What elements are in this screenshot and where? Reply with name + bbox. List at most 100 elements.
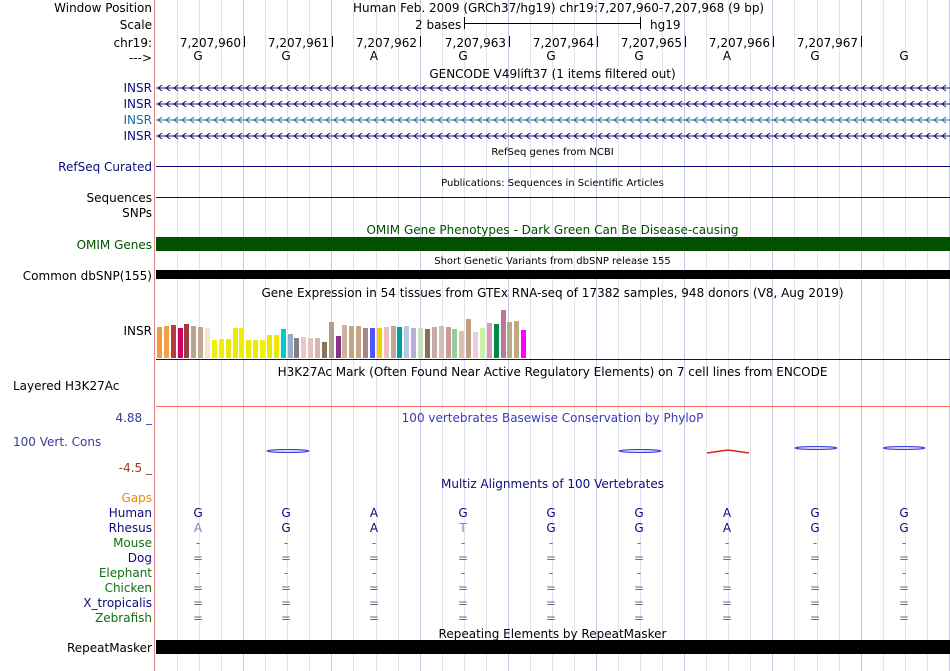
gtex-tissue-bar[interactable]: [178, 328, 183, 358]
h3k27ac-signal-line[interactable]: [156, 406, 950, 407]
grid-line: [794, 0, 795, 671]
gtex-tissue-bar[interactable]: [501, 310, 506, 358]
gtex-tissue-bar[interactable]: [487, 323, 492, 358]
gtex-tissue-bar[interactable]: [473, 332, 478, 358]
ruler-position: 7,207,963: [444, 36, 506, 50]
gtex-tissue-bar[interactable]: [370, 328, 375, 358]
gencode-transcript[interactable]: [156, 84, 950, 92]
refseq-track-line[interactable]: [156, 166, 950, 167]
gtex-tissue-bar[interactable]: [356, 326, 361, 358]
gtex-tissue-bar[interactable]: [288, 334, 293, 358]
multiz-species-label[interactable]: Mouse: [113, 536, 152, 550]
gtex-tissue-bar[interactable]: [226, 339, 231, 358]
ruler-tick: [773, 36, 774, 47]
gtex-tissue-bar[interactable]: [342, 325, 347, 358]
gtex-tissue-bar[interactable]: [205, 328, 210, 358]
gtex-tissue-bar[interactable]: [329, 322, 334, 358]
gtex-tissue-bar[interactable]: [480, 328, 485, 358]
gtex-tissue-bar[interactable]: [219, 339, 224, 358]
gencode-transcript[interactable]: [156, 100, 950, 108]
gtex-tissue-bar[interactable]: [171, 325, 176, 358]
gencode-transcript-label[interactable]: INSR: [123, 81, 152, 95]
gtex-tissue-bar[interactable]: [233, 328, 238, 358]
h3k27ac-track-label[interactable]: Layered H3K27Ac: [13, 379, 120, 393]
omim-gene-bar[interactable]: [156, 237, 950, 251]
multiz-species-label[interactable]: Chicken: [104, 581, 152, 595]
gtex-tissue-bar[interactable]: [452, 329, 457, 358]
gtex-tissue-bar[interactable]: [507, 322, 512, 358]
multiz-aligned-base: G: [193, 506, 203, 520]
gtex-tissue-bar[interactable]: [391, 326, 396, 358]
gencode-transcript[interactable]: [156, 116, 950, 124]
gtex-tissue-bar[interactable]: [253, 340, 258, 358]
publications-track-label[interactable]: Sequences: [86, 191, 152, 205]
gtex-tissue-bar[interactable]: [363, 328, 368, 358]
gtex-tissue-bar[interactable]: [164, 326, 169, 358]
omim-track-label[interactable]: OMIM Genes: [76, 238, 152, 252]
gtex-tissue-bar[interactable]: [274, 335, 279, 358]
gtex-tissue-bar[interactable]: [239, 328, 244, 358]
gtex-tissue-bar[interactable]: [281, 329, 286, 358]
dbsnp-bar[interactable]: [156, 270, 950, 279]
multiz-aligned-base: T: [459, 521, 467, 535]
gtex-tissue-bar[interactable]: [267, 335, 272, 358]
gtex-tissue-bar[interactable]: [198, 327, 203, 358]
gtex-tissue-bar[interactable]: [432, 327, 437, 358]
multiz-aligned-base: -: [724, 536, 730, 550]
gencode-transcript-label[interactable]: INSR: [123, 129, 152, 143]
gtex-tissue-bar[interactable]: [425, 329, 430, 358]
gtex-tissue-bar[interactable]: [397, 327, 402, 358]
multiz-species-label[interactable]: Human: [108, 506, 152, 520]
gencode-transcript-label[interactable]: INSR: [123, 113, 152, 127]
gtex-tissue-bar[interactable]: [315, 338, 320, 358]
repeatmasker-bar[interactable]: [156, 640, 950, 654]
gtex-tissue-bar[interactable]: [191, 326, 196, 358]
gtex-tissue-bar[interactable]: [212, 340, 217, 358]
gtex-tissue-bar[interactable]: [514, 321, 519, 358]
publications-track-line[interactable]: [156, 197, 950, 198]
gtex-tissue-bar[interactable]: [411, 328, 416, 358]
multiz-species-label[interactable]: Rhesus: [108, 521, 152, 535]
repeatmasker-track-label[interactable]: RepeatMasker: [66, 641, 152, 655]
gtex-tissue-bar[interactable]: [384, 327, 389, 358]
gtex-tissue-bar[interactable]: [301, 337, 306, 358]
gencode-transcript-label[interactable]: INSR: [123, 97, 152, 111]
gtex-tissue-bar[interactable]: [466, 319, 471, 358]
gtex-tissue-bar[interactable]: [446, 327, 451, 358]
multiz-species-label[interactable]: Elephant: [98, 566, 152, 580]
refseq-track-label[interactable]: RefSeq Curated: [58, 160, 152, 174]
gtex-tissue-bar[interactable]: [459, 331, 464, 358]
phylop-track-label[interactable]: 100 Vert. Cons: [13, 435, 102, 449]
gtex-tissue-bar[interactable]: [157, 327, 162, 358]
scale-assembly: hg19: [650, 18, 681, 32]
gtex-tissue-bar[interactable]: [439, 326, 444, 358]
multiz-species-label[interactable]: Zebrafish: [95, 611, 152, 625]
gtex-tissue-bar[interactable]: [349, 326, 354, 358]
gtex-tissue-bar[interactable]: [260, 340, 265, 358]
gtex-tissue-bar[interactable]: [404, 326, 409, 358]
multiz-aligned-base: -: [901, 536, 907, 550]
gtex-tissue-bar[interactable]: [322, 342, 327, 358]
gtex-tissue-bar[interactable]: [308, 338, 313, 358]
gtex-tissue-bar[interactable]: [184, 324, 189, 358]
phylop-min-label: -4.5 _: [118, 461, 152, 475]
gtex-tissue-bar[interactable]: [494, 324, 499, 358]
gtex-tissue-bar[interactable]: [521, 330, 526, 358]
gtex-track-label[interactable]: INSR: [123, 324, 152, 338]
gtex-tissue-bar[interactable]: [294, 338, 299, 358]
phylop-signal[interactable]: [156, 420, 950, 470]
grid-line: [486, 0, 487, 671]
gtex-tissue-bar[interactable]: [336, 336, 341, 358]
multiz-aligned-base: -: [812, 566, 818, 580]
gtex-tissue-bar[interactable]: [246, 340, 251, 358]
gtex-tissue-bar[interactable]: [377, 328, 382, 358]
multiz-species-label[interactable]: X_tropicalis: [83, 596, 152, 610]
dbsnp-track-label[interactable]: Common dbSNP(155): [22, 269, 152, 283]
gencode-transcript[interactable]: [156, 132, 950, 140]
grid-line: [376, 0, 377, 671]
gtex-tissue-bar[interactable]: [418, 328, 423, 358]
multiz-gaps-label: Gaps: [121, 491, 152, 505]
chrom-label: chr19:: [113, 36, 152, 50]
multiz-species-label[interactable]: Dog: [127, 551, 152, 565]
